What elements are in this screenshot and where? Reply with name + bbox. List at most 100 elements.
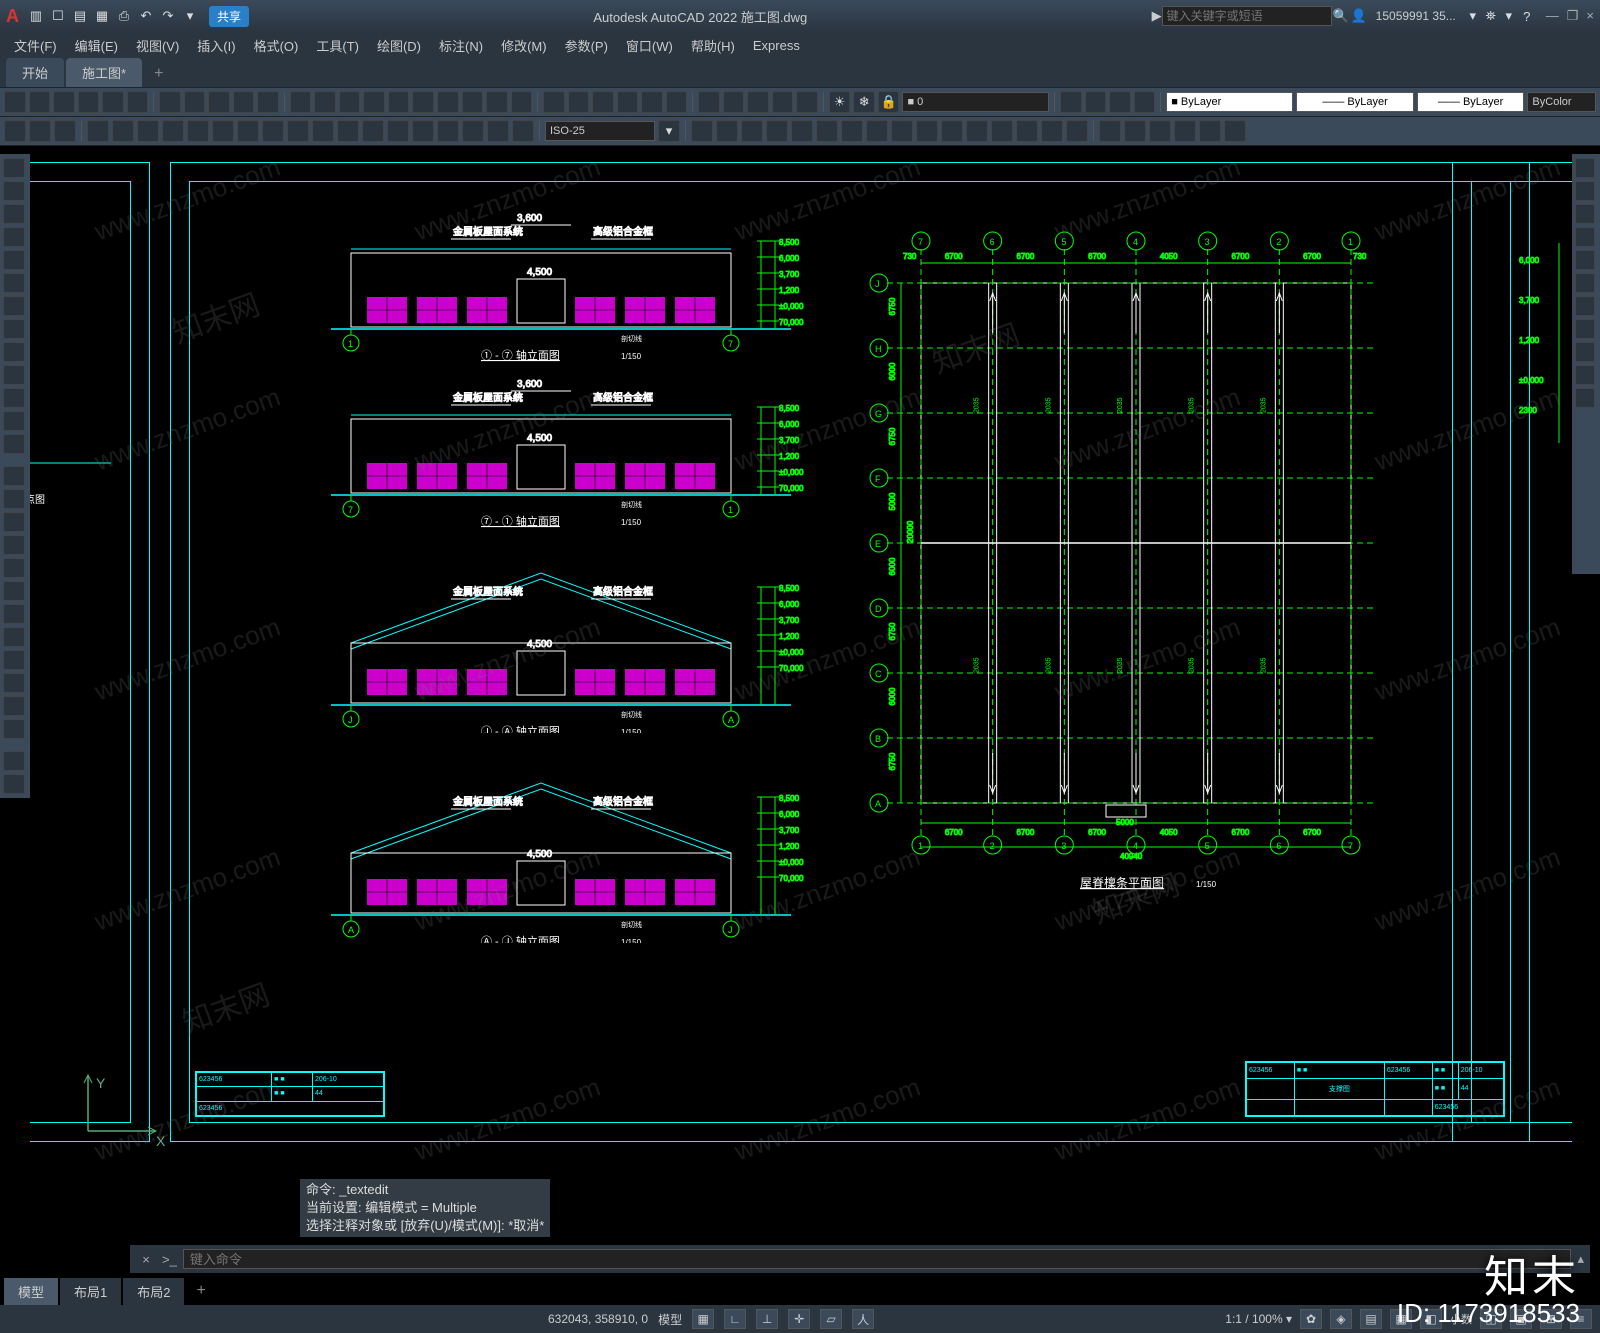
spline-tool[interactable] [3,319,25,339]
ellipse-tool[interactable] [3,273,25,293]
rb1-file-4[interactable] [102,91,124,113]
rb1-mod-9[interactable] [511,91,533,113]
move-tool[interactable] [3,466,25,486]
ann-toggle[interactable]: 人 [852,1309,874,1329]
rb1-misc-3[interactable] [772,91,794,113]
array-tool[interactable] [3,673,25,693]
layout-tab[interactable]: 布局1 [60,1278,121,1305]
mtext-tool[interactable] [3,434,25,454]
menu-item[interactable]: 修改(M) [493,34,555,57]
layout-add-button[interactable]: + [186,1278,215,1304]
rb2-dim-9[interactable] [312,120,334,142]
pline-tool[interactable] [3,181,25,201]
rb2-dim-10[interactable] [337,120,359,142]
measure-tool[interactable] [3,751,25,771]
rb2-c-4[interactable] [1199,120,1221,142]
rb2-dim-3[interactable] [162,120,184,142]
restore-button[interactable]: ❐ [1567,8,1579,24]
rb1-edit-4[interactable] [257,91,279,113]
help-dd-icon[interactable]: ▾ [1500,7,1518,25]
rb2-b-5[interactable] [816,120,838,142]
undo-icon[interactable]: ↶ [137,7,155,25]
rb2-dim-6[interactable] [237,120,259,142]
e-nav[interactable] [1575,365,1595,385]
plot-icon[interactable]: ⎙ [115,7,133,25]
menu-item[interactable]: 插入(I) [189,34,243,57]
menu-item[interactable]: 视图(V) [128,34,187,57]
explode-tool[interactable] [3,719,25,739]
menu-item[interactable]: 格式(O) [246,34,307,57]
rb1-edit-1[interactable] [184,91,206,113]
rb2-b-0[interactable] [691,120,713,142]
rb2-dim-5[interactable] [212,120,234,142]
pan-nav[interactable] [1575,181,1595,201]
freeze-icon[interactable]: ❄ [853,91,875,113]
rb2-b-8[interactable] [891,120,913,142]
rb2-b-1[interactable] [716,120,738,142]
iso-toggle[interactable]: ◈ [1330,1309,1352,1329]
stretch-tool[interactable] [3,581,25,601]
rb1-edit-3[interactable] [233,91,255,113]
point-tool[interactable] [3,365,25,385]
b-nav[interactable] [1575,296,1595,316]
rb1-misc-2[interactable] [747,91,769,113]
rb2-b-3[interactable] [766,120,788,142]
rb2-b-4[interactable] [791,120,813,142]
menu-item[interactable]: 绘图(D) [369,34,429,57]
xline-tool[interactable] [3,342,25,362]
rb1-lay-2[interactable] [1109,91,1131,113]
rb1-edit-0[interactable] [159,91,181,113]
sun-icon[interactable]: ☀ [829,91,851,113]
rb1-edit-2[interactable] [208,91,230,113]
d-nav[interactable] [1575,342,1595,362]
arc-tool[interactable] [3,227,25,247]
cmd-close-icon[interactable]: × [136,1252,156,1267]
rb1-mod-7[interactable] [462,91,484,113]
dimstyle-dd[interactable]: ▾ [658,120,680,142]
rb1-misc-1[interactable] [723,91,745,113]
rb1-mod-1[interactable] [314,91,336,113]
rb1-view-3[interactable] [617,91,639,113]
rb2-dim-8[interactable] [287,120,309,142]
copy-tool[interactable] [3,489,25,509]
rb2-c-5[interactable] [1224,120,1246,142]
help-icon[interactable]: ? [1518,7,1536,25]
rb2-c-1[interactable] [1124,120,1146,142]
erase-tool[interactable] [3,696,25,716]
user-name[interactable]: 15059991 35... [1376,9,1456,23]
layout-tab[interactable]: 布局2 [123,1278,184,1305]
rb2-b-14[interactable] [1041,120,1063,142]
open-icon[interactable]: ☐ [49,7,67,25]
share-button[interactable]: 共享 [209,6,249,27]
c-nav[interactable] [1575,319,1595,339]
rb1-mod-4[interactable] [388,91,410,113]
saveas-icon[interactable]: ▦ [93,7,111,25]
rb1-misc-0[interactable] [698,91,720,113]
osnap-toggle[interactable]: ▱ [820,1309,842,1329]
rb1-file-1[interactable] [29,91,51,113]
rb1-lay-3[interactable] [1134,91,1156,113]
rect-tool[interactable] [3,250,25,270]
rb2-dim-11[interactable] [362,120,384,142]
zoom-nav[interactable] [1575,204,1595,224]
rb2-dim-13[interactable] [412,120,434,142]
lweight-combo[interactable]: —— ByLayer [1417,92,1525,112]
rb1-mod-0[interactable] [290,91,312,113]
close-button[interactable]: × [1586,8,1594,24]
rb2-b-7[interactable] [866,120,888,142]
file-tab[interactable]: 开始 [6,58,64,87]
command-input[interactable] [183,1249,1572,1269]
circle-tool[interactable] [3,204,25,224]
gear-icon[interactable]: ✿ [1300,1309,1322,1329]
rb2-dim-4[interactable] [187,120,209,142]
menu-item[interactable]: 文件(F) [6,34,65,57]
rb2-dim-0[interactable] [87,120,109,142]
menu-item[interactable]: 标注(N) [431,34,491,57]
space-label[interactable]: 模型 [658,1311,682,1328]
search-input[interactable] [1162,6,1332,26]
rb2-c-3[interactable] [1174,120,1196,142]
rb2-b-2[interactable] [741,120,763,142]
group-tool[interactable] [3,774,25,794]
rb1-view-0[interactable] [543,91,565,113]
rb1-view-4[interactable] [641,91,663,113]
